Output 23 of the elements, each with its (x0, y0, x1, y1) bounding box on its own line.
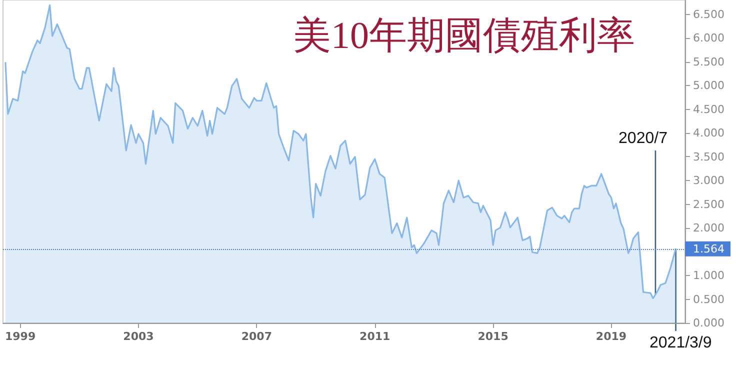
y-tick-label: 3.000 (693, 174, 724, 187)
y-tick-label: 0.500 (693, 292, 724, 306)
x-tick-label: 2003 (123, 330, 154, 343)
y-tick-label: 2.500 (693, 198, 724, 211)
annotation: 2020/7 (618, 130, 668, 147)
x-tick-label: 2011 (360, 330, 390, 343)
y-tick-label: 4.000 (693, 126, 724, 140)
chart-title: 美10年期國債殖利率 (293, 15, 635, 57)
y-tick-label: 6.000 (693, 32, 724, 44)
y-tick-label: 5.000 (693, 79, 724, 92)
y-tick-label: 2.000 (693, 222, 724, 234)
y-tick-label: 3.500 (693, 150, 724, 164)
x-tick-label: 2019 (596, 330, 627, 343)
x-tick-label: 2007 (241, 330, 272, 343)
ref-line-label: 1.564 (693, 242, 724, 256)
annotation: 2021/3/9 (649, 334, 712, 352)
y-tick-label: 4.500 (693, 102, 724, 116)
x-tick-label: 1999 (5, 330, 36, 343)
y-tick-label: 6.500 (693, 8, 724, 21)
y-tick-label: 1.000 (693, 269, 724, 282)
y-tick-label: 0.000 (693, 316, 724, 330)
x-tick-label: 2015 (478, 330, 508, 343)
y-tick-label: 5.500 (693, 55, 724, 68)
